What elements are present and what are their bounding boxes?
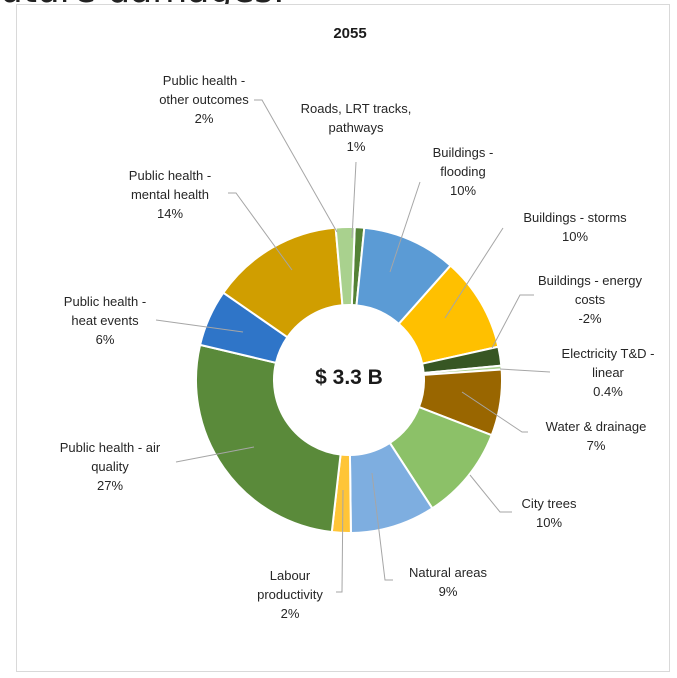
leader-line-10 [155, 319, 244, 333]
slice-label-0: Roads, LRT tracks, pathways 1% [301, 101, 412, 154]
slice-label-line: heat events [71, 313, 139, 328]
slice-label-line: 2% [281, 606, 300, 621]
slice-label-8: Labour productivity 2% [257, 568, 323, 621]
leader-line-12 [254, 99, 338, 233]
slice-label-line: pathways [329, 120, 384, 135]
slice-label-line: Buildings - [433, 145, 494, 160]
slice-label-line: Public health - [163, 73, 245, 88]
slice-label-line: mental health [131, 187, 209, 202]
slice-label-line: quality [91, 459, 129, 474]
slice-label-3: Buildings - energy costs -2% [538, 273, 643, 326]
leader-line-8 [336, 489, 344, 593]
donut-slice-9 [195, 343, 342, 534]
slice-label-line: 7% [587, 438, 606, 453]
slice-label-4: Electricity T&D - linear 0.4% [562, 346, 655, 399]
leader-line-1 [389, 181, 421, 273]
slice-label-line: 0.4% [593, 384, 623, 399]
chart-frame [16, 4, 670, 672]
slice-label-2: Buildings - storms 10% [523, 210, 627, 244]
slice-label-line: Public health - air [60, 440, 161, 455]
slice-label-line: 2% [195, 111, 214, 126]
slice-label-line: flooding [440, 164, 486, 179]
slice-label-line: 10% [450, 183, 476, 198]
slice-label-line: Buildings - storms [523, 210, 627, 225]
leader-line-7 [371, 472, 393, 581]
slice-label-line: 10% [536, 515, 562, 530]
slice-label-line: 10% [562, 229, 588, 244]
slice-label-6: City trees 10% [522, 496, 577, 530]
slice-label-line: Public health - [64, 294, 146, 309]
slice-label-line: Labour [270, 568, 311, 583]
slice-label-line: Buildings - energy [538, 273, 643, 288]
leader-line-4 [499, 368, 551, 373]
donut-slice-12 [334, 226, 356, 307]
slice-label-line: Natural areas [409, 565, 488, 580]
slice-label-line: 6% [96, 332, 115, 347]
leader-line-5 [461, 391, 528, 433]
slice-label-5: Water & drainage 7% [546, 419, 647, 453]
slice-label-line: 27% [97, 478, 123, 493]
slice-label-line: -2% [578, 311, 602, 326]
slice-label-line: Public health - [129, 168, 211, 183]
leader-line-6 [469, 474, 512, 513]
slice-label-line: costs [575, 292, 606, 307]
slice-label-9: Public health - air quality 27% [60, 440, 161, 493]
slice-label-line: 9% [439, 584, 458, 599]
slice-label-line: other outcomes [159, 92, 249, 107]
leader-line-0 [351, 161, 357, 239]
slice-label-line: 14% [157, 206, 183, 221]
leader-line-2 [444, 227, 504, 319]
slice-label-line: Roads, LRT tracks, [301, 101, 412, 116]
slice-label-line: Water & drainage [546, 419, 647, 434]
slice-label-line: productivity [257, 587, 323, 602]
slice-label-line: 1% [347, 139, 366, 154]
center-total-label: $ 3.3 B [315, 366, 383, 389]
leader-line-3 [491, 294, 534, 349]
slice-label-11: Public health - mental health 14% [129, 168, 211, 221]
leader-line-11 [228, 192, 293, 271]
chart-title: 2055 [333, 25, 366, 42]
slice-label-10: Public health - heat events 6% [64, 294, 146, 347]
slice-label-line: Electricity T&D - [562, 346, 655, 361]
slice-label-12: Public health - other outcomes 2% [159, 73, 249, 126]
slice-label-1: Buildings - flooding 10% [433, 145, 494, 198]
slice-label-7: Natural areas 9% [409, 565, 488, 599]
leader-line-9 [175, 446, 255, 463]
slice-label-line: City trees [522, 496, 577, 511]
slice-label-line: linear [592, 365, 624, 380]
